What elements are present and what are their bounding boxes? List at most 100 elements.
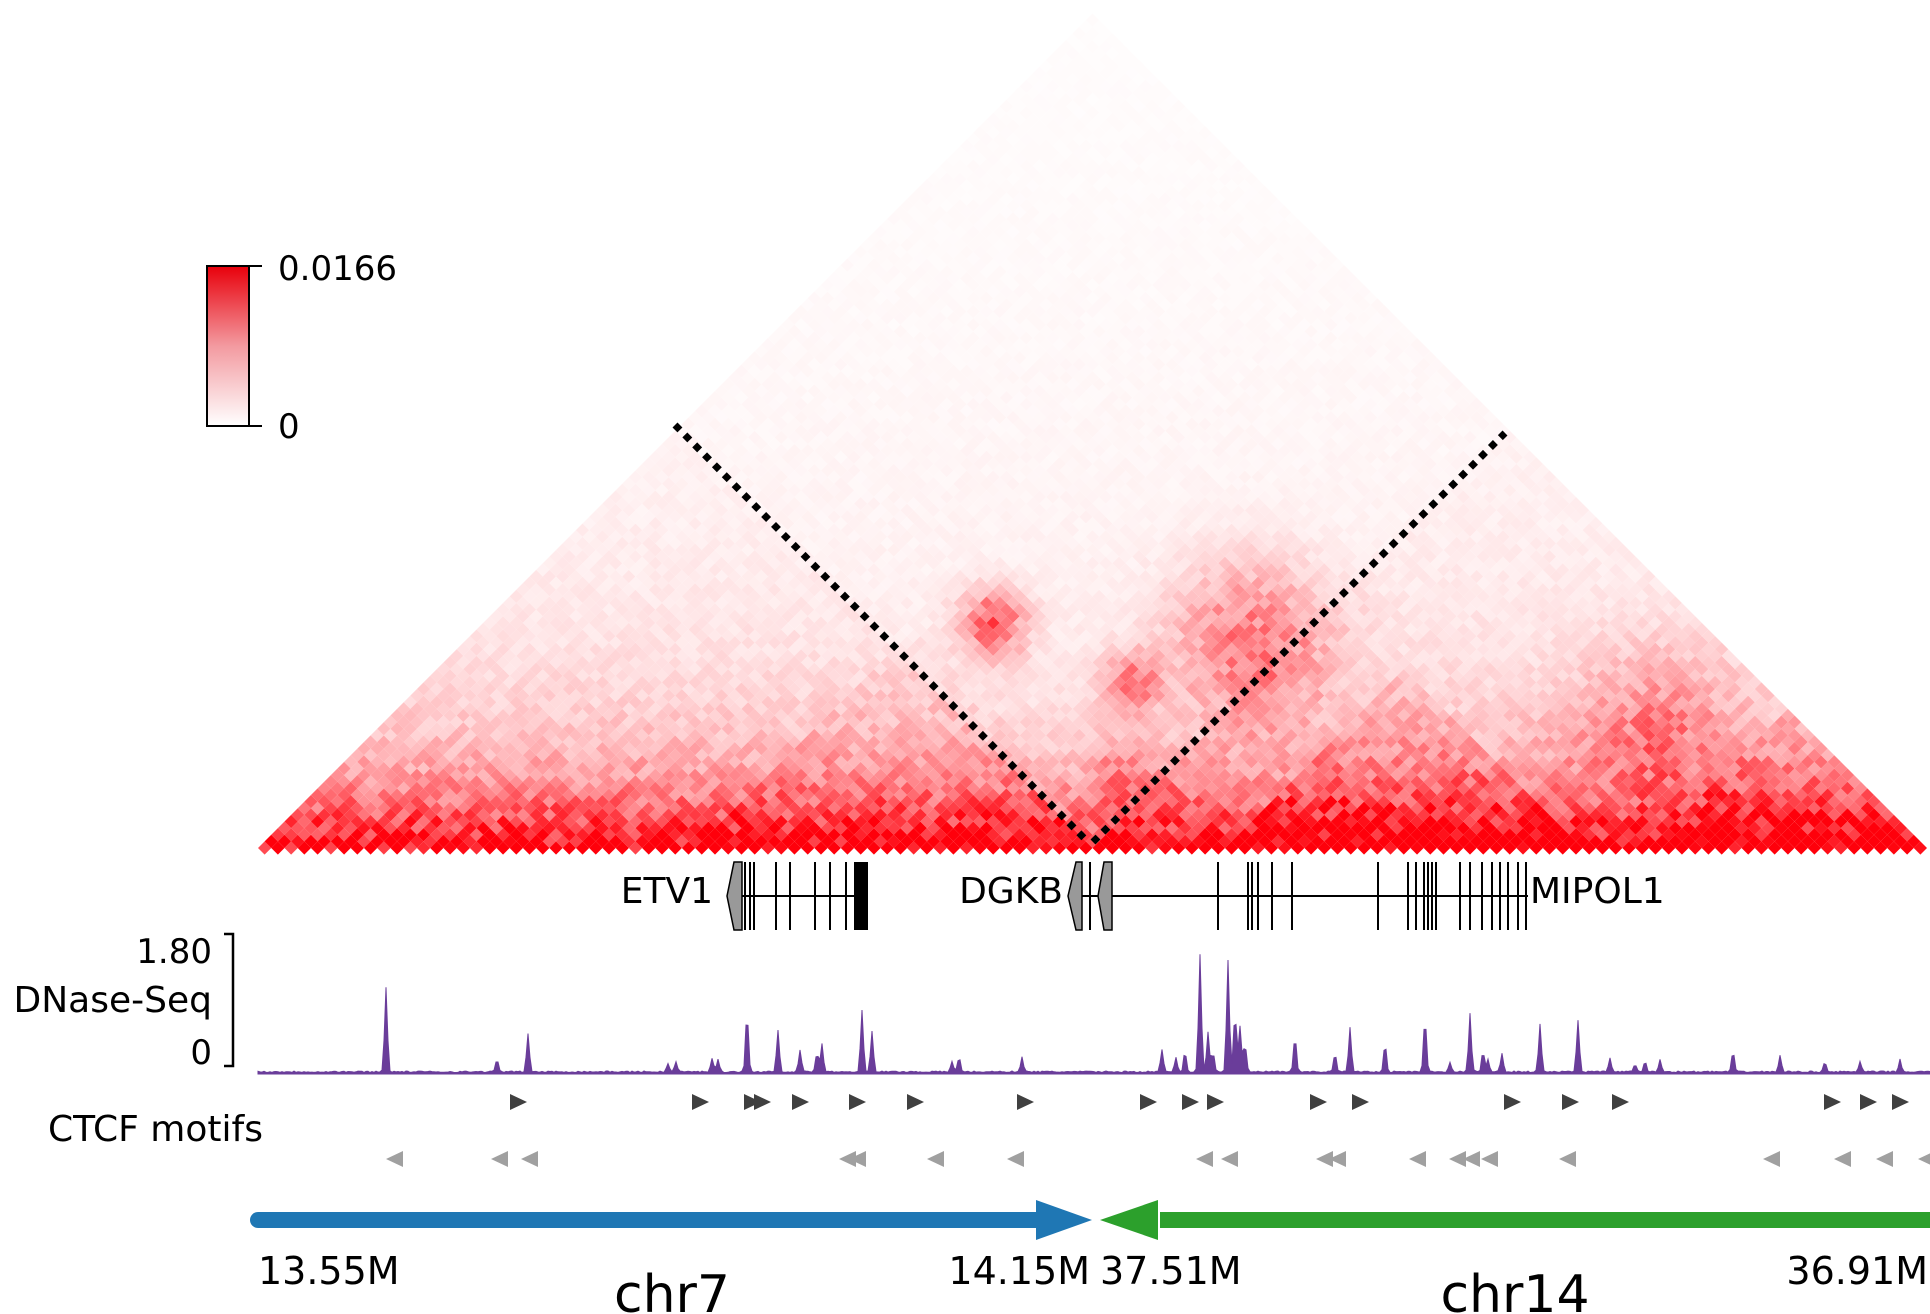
hic-cell [516, 596, 530, 610]
hic-cell [383, 728, 398, 743]
hic-cell [556, 622, 570, 637]
hic-cell [489, 675, 504, 690]
hic-cell [695, 417, 709, 431]
hic-cell [933, 179, 947, 193]
hic-cell [847, 344, 861, 358]
hic-cell [443, 814, 457, 829]
hic-cell [860, 397, 874, 411]
hic-cell [622, 622, 636, 637]
hic-cell [933, 338, 947, 352]
hic-cell [1039, 258, 1053, 272]
hic-cell [781, 437, 795, 451]
hic-cell [880, 285, 894, 299]
hic-cell [489, 609, 504, 623]
hic-cell [310, 788, 325, 802]
hic-cell [489, 821, 504, 835]
hic-cell [893, 311, 908, 325]
hic-cell [595, 596, 610, 610]
hic-cell [999, 271, 1014, 286]
hic-cell [430, 828, 444, 842]
hic-cell [807, 424, 821, 438]
hic-cell [820, 463, 835, 478]
hic-cell [801, 430, 815, 444]
hic-cell [827, 391, 841, 405]
hic-cell [648, 609, 663, 623]
hic-cell [324, 814, 338, 829]
hic-cell [483, 761, 497, 776]
hic-cell [999, 298, 1014, 312]
hic-cell [767, 410, 782, 425]
hic-cell [370, 781, 384, 796]
hic-cell [761, 536, 775, 550]
hic-cell [979, 251, 994, 266]
hic-cell [893, 391, 908, 405]
hic-cell [701, 477, 715, 491]
hic-cell [383, 742, 398, 756]
hic-cell [662, 463, 676, 478]
hic-cell [926, 251, 941, 266]
hic-cell [807, 318, 821, 332]
hic-cell [973, 245, 987, 259]
hic-cell [648, 543, 663, 557]
hic-cell [767, 384, 782, 398]
hic-cell [887, 397, 901, 411]
hic-cell [324, 828, 338, 842]
hic-cell [860, 357, 874, 372]
hic-cell [668, 430, 682, 444]
hic-cell [761, 430, 775, 444]
hic-cell [913, 265, 927, 279]
hic-cell [496, 602, 510, 617]
hic-cell [748, 563, 762, 577]
hic-cell [1006, 265, 1020, 279]
hic-cell [635, 516, 649, 531]
hic-cell [820, 397, 835, 411]
hic-cell [953, 278, 967, 292]
hic-cell [556, 596, 570, 610]
hic-cell [416, 682, 431, 696]
hic-cell [681, 496, 696, 511]
hic-cell [781, 477, 795, 491]
hic-cell [946, 311, 961, 325]
hic-cell [1046, 251, 1060, 266]
hic-cell [337, 801, 351, 815]
hic-cell [827, 324, 841, 339]
hic-cell [1072, 185, 1086, 199]
hic-cell [436, 662, 451, 676]
hic-cell [695, 549, 709, 564]
hic-cell [622, 689, 636, 703]
hic-cell [397, 715, 411, 729]
hic-cell [933, 324, 947, 339]
hic-cell [860, 318, 874, 332]
hic-cell [794, 503, 808, 517]
hic-cell [483, 708, 497, 723]
hic-cell [642, 470, 656, 484]
hic-cell [688, 477, 702, 491]
hic-cell [801, 483, 815, 497]
hic-cell [357, 768, 371, 782]
hic-cell [820, 424, 835, 438]
hic-cell [582, 543, 596, 557]
hic-cell [695, 563, 709, 577]
hic-cell [814, 417, 828, 431]
hic-cell [887, 265, 901, 279]
hic-cell [655, 496, 669, 511]
hic-cell [814, 391, 828, 405]
hic-cell [854, 364, 868, 378]
hic-cell [264, 834, 278, 848]
hic-cell [443, 669, 457, 683]
hic-cell [761, 549, 775, 564]
hic-cell [516, 702, 530, 716]
hic-cell [681, 589, 696, 603]
hic-cell [900, 251, 914, 266]
hic-cell [794, 357, 808, 372]
hic-cell [635, 649, 649, 663]
hic-cell [893, 338, 908, 352]
hic-cell [450, 821, 464, 835]
hic-cell [774, 351, 788, 365]
hic-cell [867, 338, 881, 352]
hic-cell [635, 503, 649, 517]
hic-cell [443, 828, 457, 842]
hic-cell [940, 304, 954, 319]
hic-cell [913, 357, 927, 372]
hic-cell [1092, 179, 1106, 193]
